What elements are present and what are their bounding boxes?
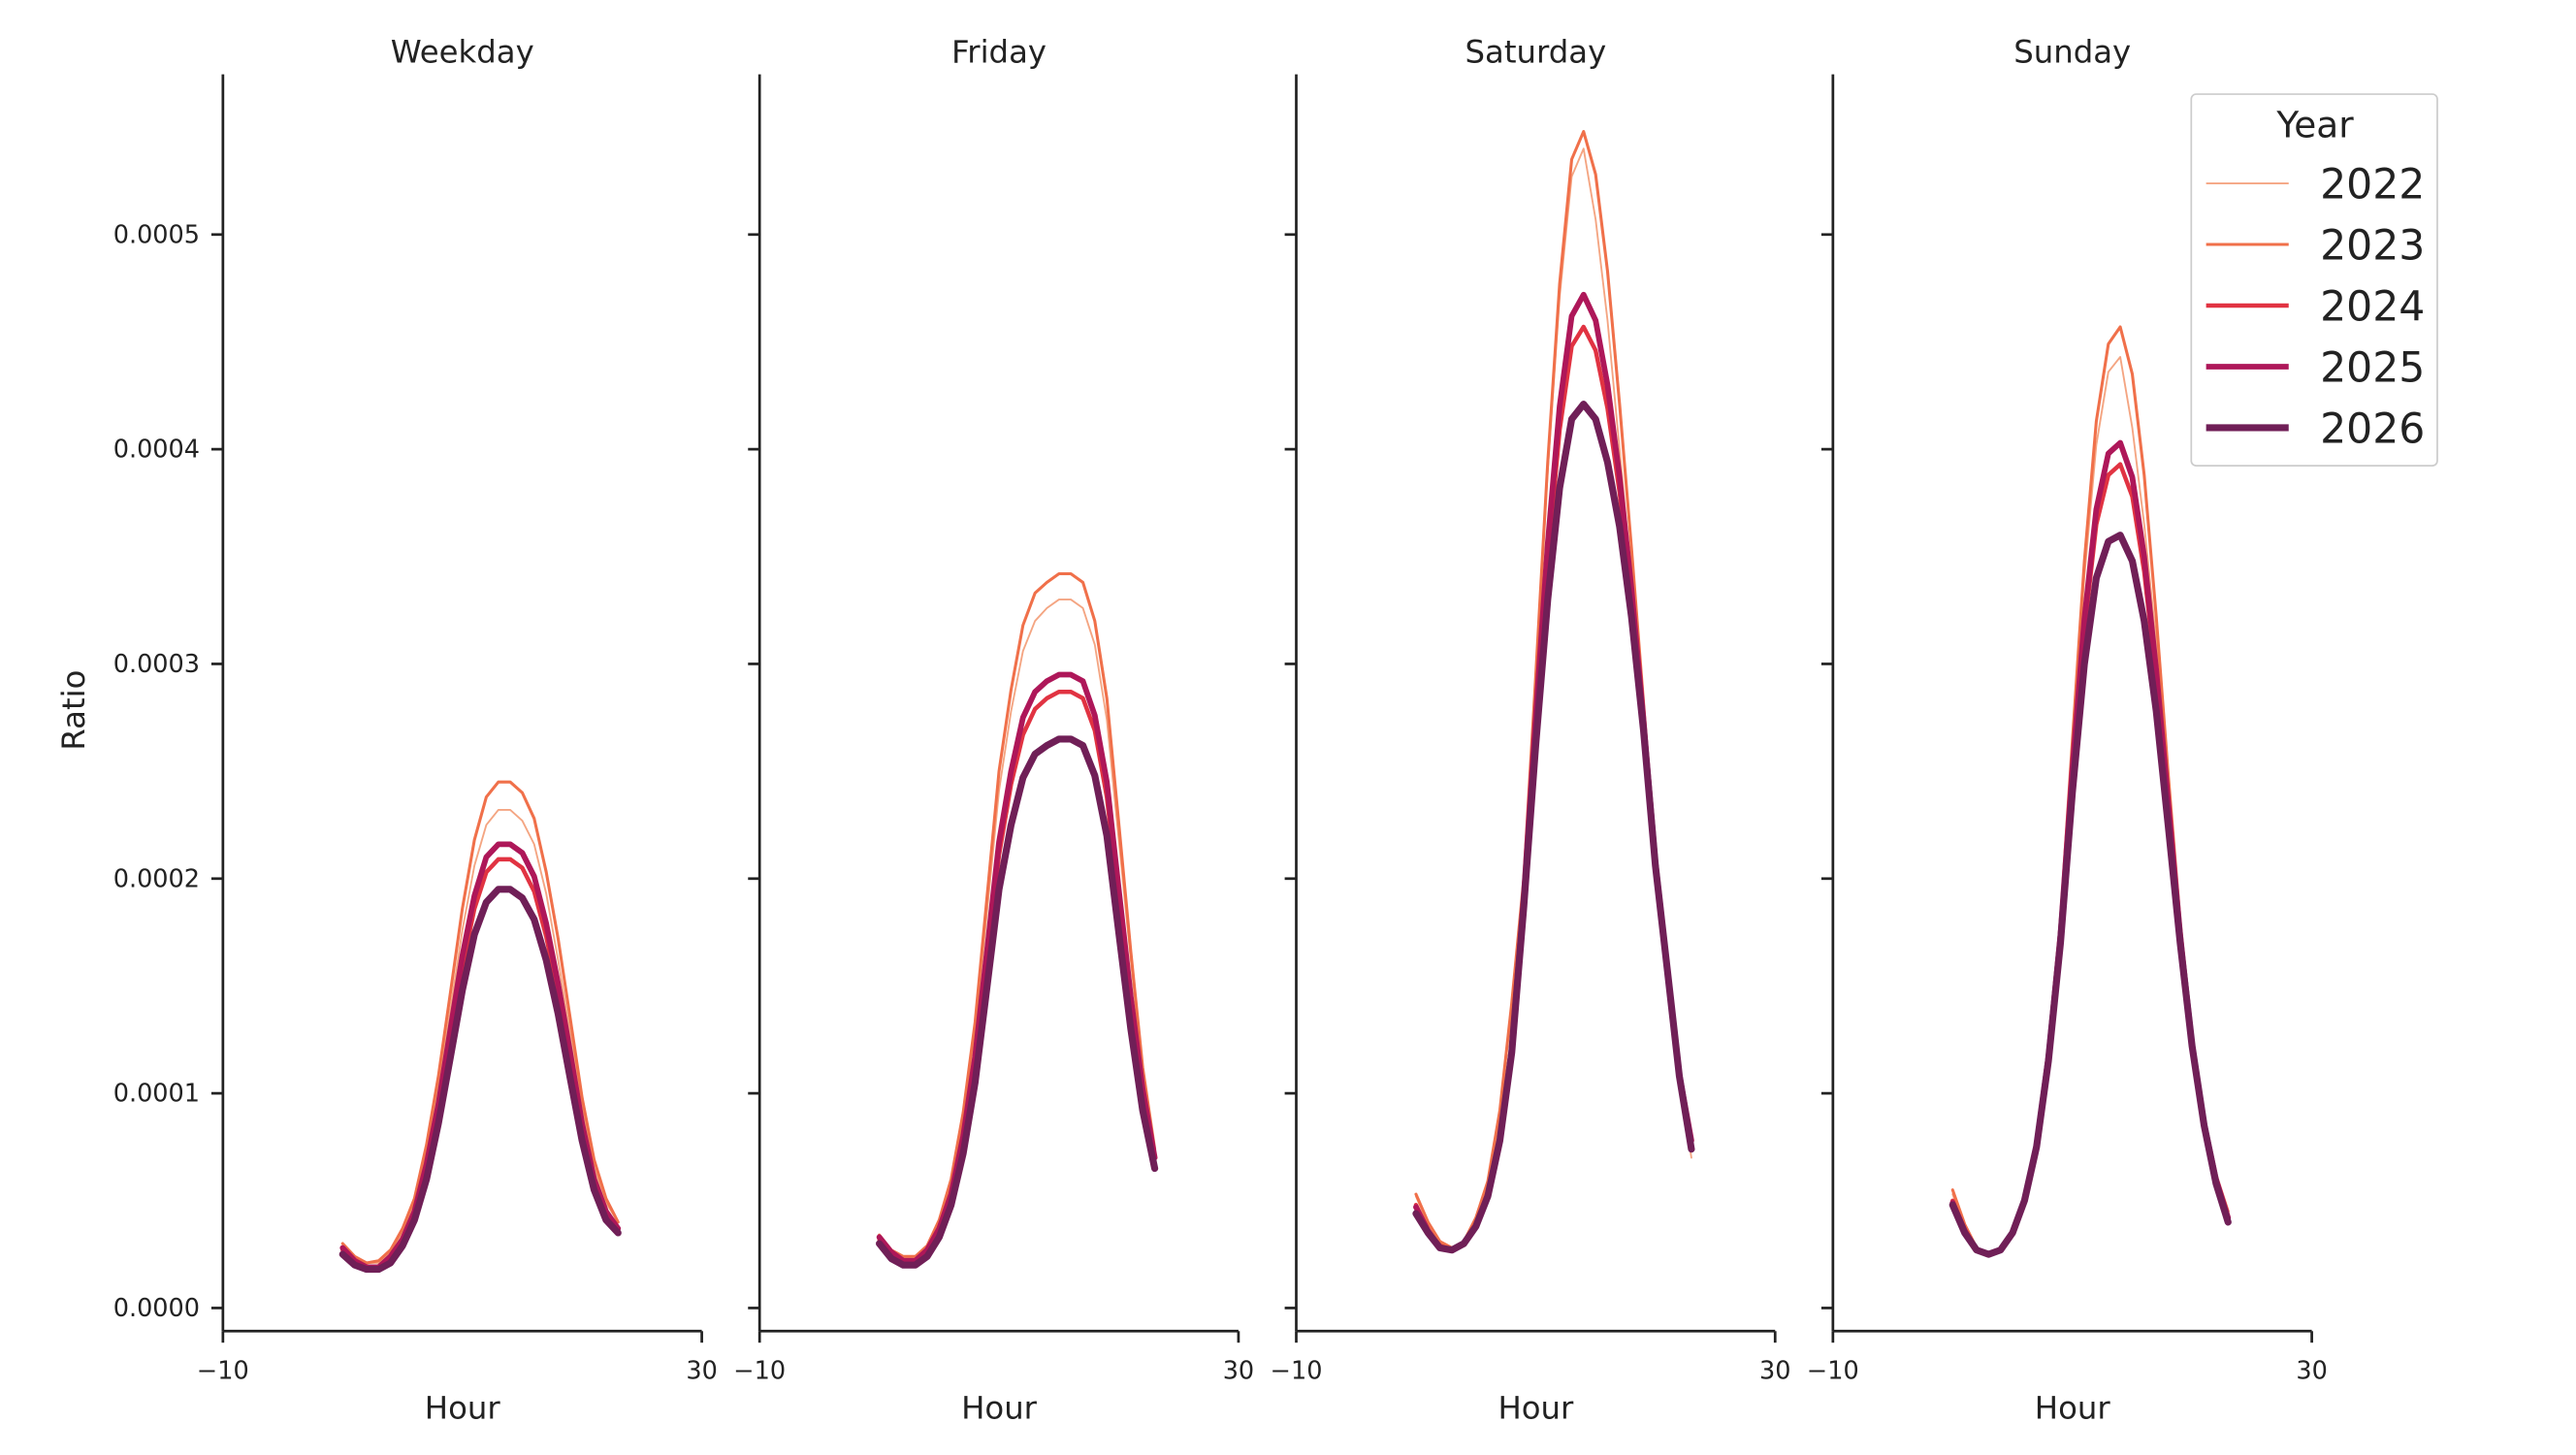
legend-entry-2026: 2026 xyxy=(2206,404,2425,453)
x-axis-label: Hour xyxy=(2035,1390,2111,1427)
x-tick-label: 30 xyxy=(2296,1357,2327,1386)
x-axis-label: Hour xyxy=(1497,1390,1574,1427)
series-line-2025 xyxy=(876,671,1158,1264)
series-line-2026 xyxy=(1412,401,1695,1254)
y-tick-label: 0.0003 xyxy=(113,650,200,679)
x-tick-label: −10 xyxy=(197,1357,249,1386)
series-line-2026 xyxy=(1948,532,2232,1258)
series-line-2023 xyxy=(1414,130,1693,1250)
legend-entry-2023: 2023 xyxy=(2206,221,2425,270)
x-tick-label: 30 xyxy=(686,1357,717,1386)
panel-weekday: Weekday 0.0000 0.0001 0.0002 0.0003 0.0004 0.0… xyxy=(113,34,718,1427)
x-tick-label: 30 xyxy=(1759,1357,1790,1386)
series-line-2022 xyxy=(341,809,620,1264)
legend-label: 2023 xyxy=(2320,221,2425,270)
y-axis-label: Ratio xyxy=(55,670,92,751)
legend-title: Year xyxy=(2275,103,2354,146)
series-line-2025 xyxy=(1949,439,2232,1258)
x-axis-label: Hour xyxy=(425,1390,501,1427)
series-line-2025 xyxy=(339,841,622,1271)
y-tick-label: 0.0005 xyxy=(113,220,200,249)
panel-title: Sunday xyxy=(2013,34,2131,71)
legend-entry-2022: 2022 xyxy=(2206,160,2425,209)
y-tick-label: 0.0001 xyxy=(113,1080,200,1109)
series-line-2026 xyxy=(876,735,1159,1269)
legend-label: 2026 xyxy=(2320,404,2425,453)
y-tick-label: 0.0004 xyxy=(113,436,200,465)
legend-entry-2024: 2024 xyxy=(2206,282,2425,331)
legend-label: 2024 xyxy=(2320,282,2425,331)
panel-sunday: Sunday −10 30 Hour xyxy=(1807,34,2328,1427)
series-line-2023 xyxy=(1950,325,2230,1256)
legend-label: 2025 xyxy=(2320,343,2425,392)
series-line-2022 xyxy=(878,598,1156,1260)
panel-title: Weekday xyxy=(391,34,534,71)
legend-label: 2022 xyxy=(2320,160,2425,209)
legend: Year 2022 2023 2024 2025 2026 xyxy=(2190,93,2438,467)
panel-title: Friday xyxy=(951,34,1046,71)
series-line-2023 xyxy=(340,780,620,1265)
x-tick-label: −10 xyxy=(1271,1357,1323,1386)
y-tick-label: 0.0002 xyxy=(113,864,200,893)
series-line-2023 xyxy=(878,571,1157,1258)
y-tick-label: 0.0000 xyxy=(113,1294,200,1323)
series-line-2026 xyxy=(338,886,622,1274)
x-tick-label: −10 xyxy=(733,1357,786,1386)
legend-frame xyxy=(2190,93,2438,467)
legend-entry-2025: 2025 xyxy=(2206,343,2425,392)
x-axis-label: Hour xyxy=(961,1390,1038,1427)
panel-title: Saturday xyxy=(1465,34,1607,71)
panel-friday: Friday −10 30 Hour xyxy=(733,34,1254,1427)
x-tick-label: −10 xyxy=(1807,1357,1859,1386)
panel-saturday: Saturday −10 30 Hour xyxy=(1271,34,1791,1427)
x-tick-label: 30 xyxy=(1223,1357,1254,1386)
series-line-2022 xyxy=(1415,147,1692,1251)
